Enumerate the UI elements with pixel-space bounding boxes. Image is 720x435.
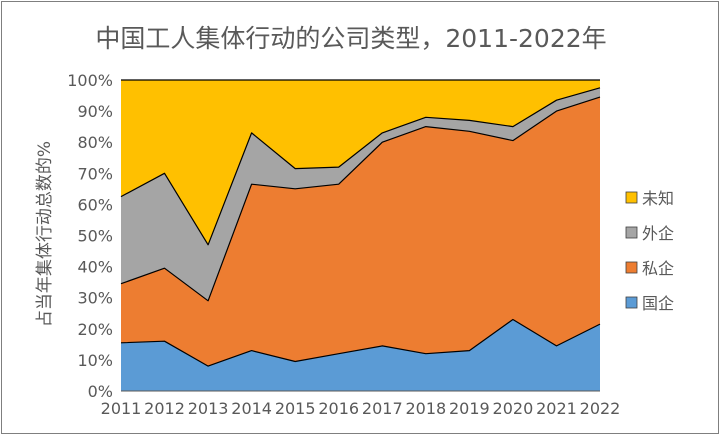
area-外企 <box>121 87 600 301</box>
legend-swatch-外企 <box>625 226 638 239</box>
y-tick-label: 70% <box>77 164 113 183</box>
x-tick-label: 2016 <box>318 399 359 418</box>
x-tick-label: 2018 <box>405 399 446 418</box>
x-tick-label: 2014 <box>231 399 272 418</box>
y-tick-label: 10% <box>77 351 113 370</box>
y-tick-label: 20% <box>77 320 113 339</box>
chart-title: 中国工人集体行动的公司类型，2011-2022年 <box>95 24 606 53</box>
legend-swatch-私企 <box>625 261 638 274</box>
x-tick-label: 2013 <box>188 399 229 418</box>
y-tick-label: 80% <box>77 133 113 152</box>
area-outline-国企 <box>120 318 601 367</box>
y-tick-label: 50% <box>77 227 113 246</box>
area-国企 <box>121 319 600 391</box>
x-tick-label: 2017 <box>362 399 403 418</box>
x-tick-label: 2015 <box>275 399 316 418</box>
legend-label-外企: 外企 <box>642 224 674 243</box>
legend-label-私企: 私企 <box>642 259 674 278</box>
y-tick-label: 40% <box>77 258 113 277</box>
area-outline-私企 <box>120 96 601 302</box>
y-tick-label: 90% <box>77 102 113 121</box>
y-tick-label: 60% <box>77 195 113 214</box>
x-tick-label: 2011 <box>101 399 142 418</box>
area-outline-外企 <box>120 87 601 246</box>
x-tick-label: 2020 <box>493 399 534 418</box>
legend-swatch-国企 <box>625 296 638 309</box>
x-tick-label: 2021 <box>536 399 577 418</box>
y-tick-label: 30% <box>77 289 113 308</box>
legend-label-未知: 未知 <box>642 189 674 208</box>
legend-swatch-未知 <box>625 191 638 204</box>
area-未知 <box>121 80 600 245</box>
y-tick-label: 100% <box>67 71 113 90</box>
x-tick-label: 2019 <box>449 399 490 418</box>
legend-label-国企: 国企 <box>642 294 674 313</box>
y-axis-title: 占当年集体行动总数的% <box>35 141 55 327</box>
y-tick-labels: 0% 10% 20% 30% 40% 50% 60% 70% 80% 90% 100% <box>67 71 113 401</box>
x-tick-label: 2022 <box>580 399 621 418</box>
x-tick-labels: 2011 2012 2013 2014 2015 2016 2017 2018 2019 2020… <box>101 399 621 418</box>
area-layer <box>120 79 601 392</box>
area-私企 <box>121 97 600 367</box>
y-tick-label: 0% <box>88 382 113 401</box>
x-tick-label: 2012 <box>144 399 185 418</box>
